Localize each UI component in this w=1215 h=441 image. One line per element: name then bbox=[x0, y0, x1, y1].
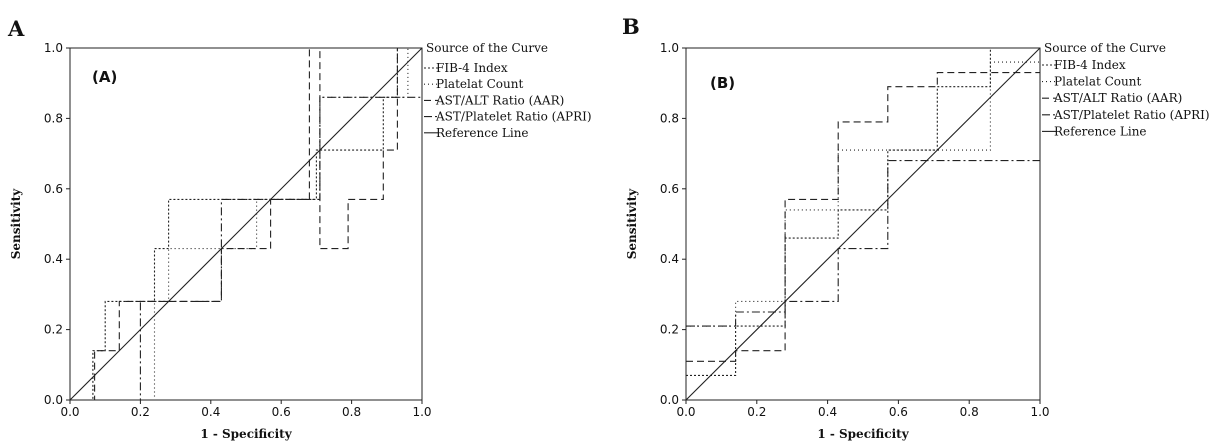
roc-panel-a: A (A) 0.0 0.2 0.4 0.6 0.8 1.0 0.0 0.2 0.4 0.6 0.8 1.0… bbox=[7, 16, 592, 441]
series-line-fib-4-index bbox=[70, 47, 422, 401]
series-line-reference-line bbox=[685, 47, 1041, 401]
x-tick-label: 0.6 bbox=[272, 405, 291, 419]
legend: Source of the Curve FIB-4 Index Platelat C… bbox=[424, 41, 592, 140]
panel-inner-label: (B) bbox=[710, 74, 735, 92]
legend-label: Platelat Count bbox=[1054, 75, 1141, 89]
panel-letter: A bbox=[7, 16, 25, 41]
y-tick-label: 0.6 bbox=[44, 182, 63, 196]
series-line-ast-alt-ratio-aar bbox=[686, 72, 1040, 362]
x-axis-title: 1 - Specificity bbox=[200, 427, 292, 441]
y-tick-label: 1.0 bbox=[660, 41, 679, 55]
y-tick-label: 0.0 bbox=[660, 393, 679, 407]
x-tick-label: 0.2 bbox=[747, 405, 766, 419]
series-line-platelat-count bbox=[686, 61, 1040, 327]
x-tick-label: 0.2 bbox=[131, 405, 150, 419]
y-tick-label: 0.4 bbox=[660, 252, 679, 266]
legend-label: FIB-4 Index bbox=[436, 61, 508, 75]
x-tick-label: 0.0 bbox=[60, 405, 79, 419]
legend-label: AST/Platelet Ratio (APRI) bbox=[1053, 108, 1210, 122]
y-tick-label: 0.0 bbox=[44, 393, 63, 407]
legend-title: Source of the Curve bbox=[426, 41, 548, 55]
x-axis-title: 1 - Specificity bbox=[817, 427, 909, 441]
y-tick-label: 0.6 bbox=[660, 182, 679, 196]
y-tick-label: 0.2 bbox=[660, 323, 679, 337]
series-line-fib-4-index bbox=[686, 47, 1040, 376]
plot-frame bbox=[685, 47, 1041, 401]
legend-label: Reference Line bbox=[1054, 124, 1147, 138]
legend-title: Source of the Curve bbox=[1044, 41, 1166, 55]
x-tick-label: 0.8 bbox=[342, 405, 361, 419]
series-line-reference-line bbox=[69, 47, 423, 401]
panel-inner-label: (A) bbox=[92, 68, 117, 86]
x-tick-label: 0.0 bbox=[676, 405, 695, 419]
legend-label: Platelat Count bbox=[436, 77, 523, 91]
x-tick-label: 1.0 bbox=[412, 405, 431, 419]
y-tick-label: 0.4 bbox=[44, 252, 63, 266]
plot-frame bbox=[69, 47, 423, 401]
y-tick-label: 0.8 bbox=[44, 111, 63, 125]
y-tick-label: 1.0 bbox=[44, 41, 63, 55]
legend-label: Reference Line bbox=[436, 126, 529, 140]
legend: Source of the Curve FIB-4 Index Platelat C… bbox=[1042, 41, 1210, 138]
x-tick-label: 0.8 bbox=[960, 405, 979, 419]
y-tick-label: 0.8 bbox=[660, 111, 679, 125]
panel-letter: B bbox=[622, 14, 640, 39]
x-tick-label: 0.4 bbox=[818, 405, 837, 419]
x-tick-label: 0.6 bbox=[889, 405, 908, 419]
y-tick-label: 0.2 bbox=[44, 323, 63, 337]
series-line-ast-platelet-ratio-apri bbox=[70, 96, 422, 401]
legend-label: FIB-4 Index bbox=[1054, 58, 1126, 72]
x-tick-label: 0.4 bbox=[201, 405, 220, 419]
roc-panel-b: B (B) 0.0 0.2 0.4 0.6 0.8 1.0 0.0 0.2 0.4 0.6 0.8 1.0… bbox=[622, 14, 1210, 441]
y-axis-title: Sensitivity bbox=[9, 188, 23, 260]
legend-label: AST/Platelet Ratio (APRI) bbox=[435, 110, 592, 124]
legend-label: AST/ALT Ratio (AAR) bbox=[1053, 91, 1182, 105]
legend-label: AST/ALT Ratio (AAR) bbox=[435, 93, 564, 107]
x-tick-label: 1.0 bbox=[1030, 405, 1049, 419]
series-line-ast-platelet-ratio-apri bbox=[686, 160, 1040, 327]
y-axis-title: Sensitivity bbox=[625, 188, 639, 260]
